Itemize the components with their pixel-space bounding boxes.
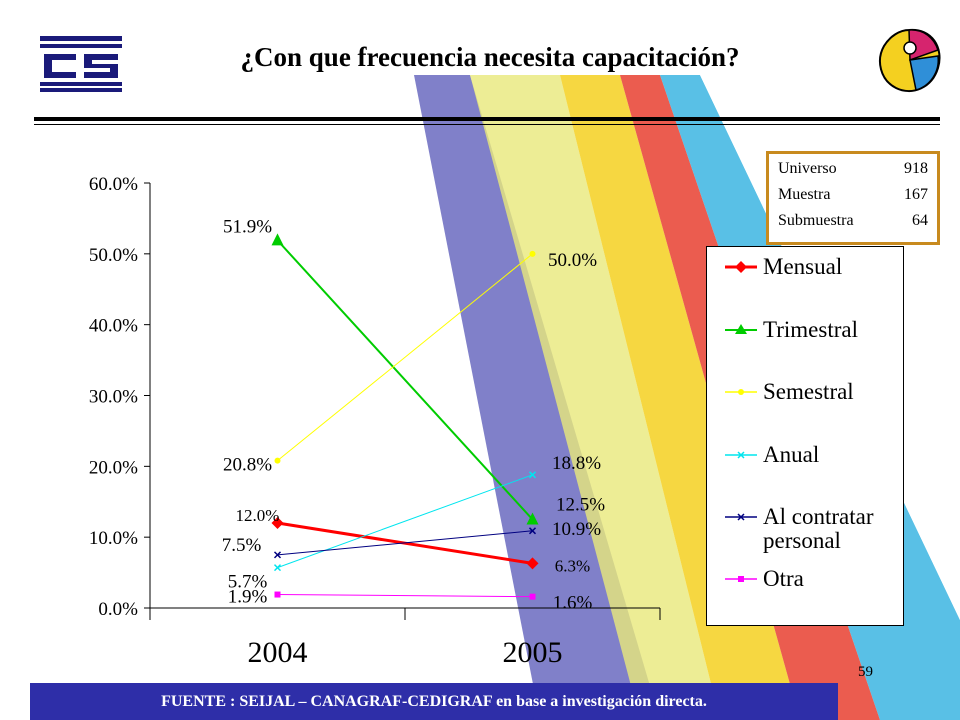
x-tick-label: 2005: [503, 636, 563, 669]
legend-marker-x-icon: [725, 451, 757, 459]
legend-label: Mensual: [763, 254, 843, 279]
series-line-semestral: [277, 253, 533, 462]
source-footer: FUENTE : SEIJAL – CANAGRAF-CEDIGRAF en b…: [30, 683, 838, 720]
sample-info-box: Universo 918 Muestra 167 Submuestra 64: [766, 151, 940, 245]
legend-label: Semestral: [763, 379, 854, 404]
data-point: [274, 457, 281, 464]
info-label: Muestra: [778, 186, 831, 203]
series-line-anual: [277, 474, 533, 569]
data-label: 20.8%: [223, 455, 272, 476]
data-point: [526, 557, 539, 570]
series-line-al-contratar-personal: [277, 530, 533, 556]
title-rule-thin: [34, 124, 940, 125]
page-number: 59: [858, 664, 873, 680]
data-label: 51.9%: [223, 216, 272, 237]
y-tick-label: 50.0%: [89, 245, 138, 266]
data-label: 12.5%: [556, 494, 605, 515]
data-point: [271, 517, 284, 529]
page-title: ¿Con que frecuencia necesita capacitació…: [240, 42, 740, 72]
data-label: 5.7%: [228, 572, 268, 593]
canagraf-logo: [879, 28, 941, 93]
data-point: [529, 250, 536, 257]
data-label: 10.9%: [552, 519, 601, 540]
data-label: 1.6%: [553, 593, 593, 614]
y-tick-label: 20.0%: [89, 457, 138, 478]
legend-marker-x-icon: [725, 513, 757, 521]
data-point: [273, 564, 282, 572]
chart-legend: Mensual Trimestral Semestral Anual Al co…: [706, 246, 904, 626]
data-point: [271, 233, 284, 246]
x-tick-label: 2004: [248, 636, 308, 669]
data-point: [274, 591, 281, 598]
legend-marker-square-icon: [725, 576, 757, 582]
data-point: [528, 471, 537, 479]
series-line-otra: [277, 594, 533, 598]
series-line-trimestral: [276, 239, 534, 521]
y-tick-label: 0.0%: [98, 599, 138, 620]
y-tick-label: 10.0%: [89, 528, 138, 549]
legend-marker-triangle-icon: [725, 324, 757, 334]
legend-label: Al contratar personal: [763, 504, 874, 553]
legend-label: Anual: [763, 442, 820, 467]
data-label: 50.0%: [548, 250, 597, 271]
y-tick-label: 60.0%: [89, 174, 138, 195]
info-value: 64: [912, 212, 928, 229]
info-value: 167: [904, 186, 928, 203]
data-point: [529, 593, 536, 600]
data-label: 1.9%: [228, 587, 268, 608]
cedigraf-logo: [40, 36, 122, 92]
y-tick-label: 30.0%: [89, 387, 138, 408]
info-label: Universo: [778, 160, 837, 177]
data-label: 12.0%: [236, 506, 280, 525]
y-tick-label: 40.0%: [89, 316, 138, 337]
data-point: [273, 551, 282, 559]
info-label: Submuestra: [778, 212, 854, 229]
data-label: 7.5%: [222, 535, 262, 556]
legend-label: Otra: [763, 566, 804, 591]
legend-marker-dot-icon: [725, 389, 757, 395]
data-point: [528, 527, 537, 535]
data-label: 18.8%: [552, 453, 601, 474]
title-rule: [34, 117, 940, 121]
legend-marker-diamond-icon: [725, 261, 757, 273]
info-value: 918: [904, 160, 928, 177]
data-label: 6.3%: [555, 556, 590, 575]
legend-label: Trimestral: [763, 317, 858, 342]
data-point: [526, 512, 539, 525]
